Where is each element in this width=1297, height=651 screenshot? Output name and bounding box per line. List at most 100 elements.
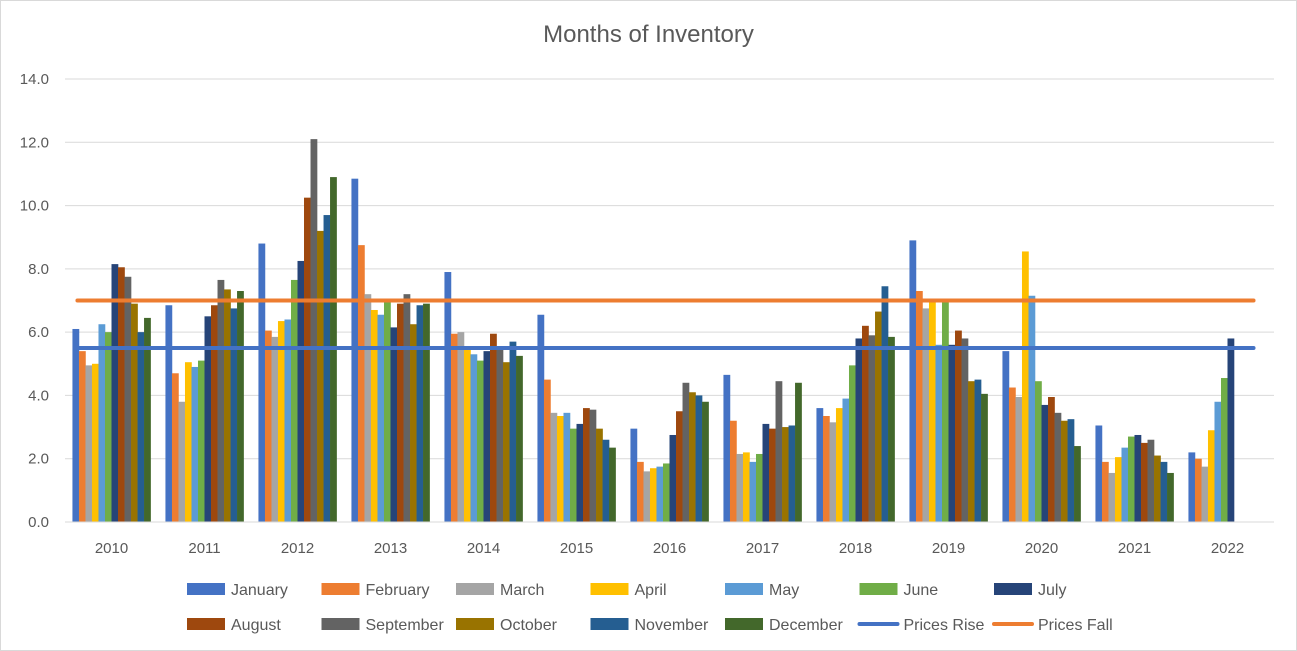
bar-june-2016 bbox=[662, 463, 670, 522]
bar-july-2020 bbox=[1041, 404, 1049, 522]
legend-label: March bbox=[500, 582, 544, 599]
y-tick-label: 14.0 bbox=[20, 71, 49, 88]
bar-april-2021 bbox=[1114, 457, 1122, 522]
bar-february-2010 bbox=[78, 351, 86, 522]
bar-february-2017 bbox=[729, 420, 737, 522]
bar-september-2013 bbox=[403, 294, 411, 522]
bar-february-2013 bbox=[357, 245, 365, 523]
bar-july-2014 bbox=[483, 351, 491, 522]
bar-september-2020 bbox=[1054, 412, 1062, 522]
bar-august-2010 bbox=[118, 267, 125, 522]
bar-june-2018 bbox=[848, 365, 856, 522]
y-tick-label: 0.0 bbox=[28, 514, 49, 531]
bar-august-2018 bbox=[862, 325, 869, 522]
legend-label: August bbox=[231, 617, 281, 634]
bar-june-2015 bbox=[569, 428, 577, 522]
bar-may-2016 bbox=[656, 466, 664, 523]
bar-april-2019 bbox=[928, 300, 936, 522]
bar-september-2018 bbox=[868, 335, 876, 522]
bar-august-2013 bbox=[397, 303, 404, 522]
legend-swatch bbox=[859, 583, 898, 595]
x-tick-label: 2012 bbox=[281, 540, 314, 557]
legend-label: April bbox=[635, 582, 667, 599]
bar-february-2014 bbox=[450, 333, 458, 522]
bar-january-2020 bbox=[1002, 351, 1010, 522]
bar-december-2016 bbox=[702, 401, 709, 522]
bar-march-2018 bbox=[829, 422, 837, 522]
bar-march-2015 bbox=[550, 412, 558, 522]
bar-april-2020 bbox=[1021, 251, 1029, 522]
bar-august-2011 bbox=[211, 305, 218, 522]
bar-october-2019 bbox=[968, 381, 975, 522]
bar-march-2020 bbox=[1015, 397, 1023, 522]
bar-december-2020 bbox=[1074, 446, 1081, 522]
legend-label: May bbox=[769, 582, 799, 599]
bar-february-2018 bbox=[822, 416, 830, 522]
bar-october-2010 bbox=[131, 303, 138, 522]
bar-february-2015 bbox=[543, 379, 551, 522]
bar-april-2017 bbox=[742, 452, 750, 522]
chart-title: Months of Inventory bbox=[543, 21, 754, 48]
bar-march-2011 bbox=[178, 401, 186, 522]
bar-july-2019 bbox=[948, 344, 956, 522]
bar-may-2020 bbox=[1028, 295, 1036, 522]
bar-november-2019 bbox=[974, 379, 982, 522]
bar-june-2019 bbox=[941, 302, 949, 522]
bar-january-2022 bbox=[1188, 452, 1196, 522]
x-tick-label: 2016 bbox=[653, 540, 686, 557]
x-tick-label: 2021 bbox=[1118, 540, 1151, 557]
x-tick-label: 2017 bbox=[746, 540, 779, 557]
bar-august-2017 bbox=[769, 428, 776, 522]
bar-march-2021 bbox=[1108, 472, 1116, 522]
bar-may-2015 bbox=[563, 412, 571, 522]
legend-swatch bbox=[590, 583, 629, 595]
bar-november-2010 bbox=[137, 332, 145, 522]
x-tick-label: 2020 bbox=[1025, 540, 1058, 557]
x-tick-label: 2015 bbox=[560, 540, 593, 557]
bar-february-2019 bbox=[915, 291, 923, 522]
bar-january-2011 bbox=[165, 305, 173, 522]
legend-swatch bbox=[187, 618, 225, 630]
bar-january-2015 bbox=[537, 314, 545, 522]
bar-may-2019 bbox=[935, 344, 943, 522]
bar-march-2014 bbox=[457, 332, 465, 522]
bar-january-2010 bbox=[72, 328, 80, 522]
bar-november-2013 bbox=[416, 305, 424, 522]
legend-label: February bbox=[366, 582, 430, 599]
bar-march-2017 bbox=[736, 453, 744, 522]
legend-swatch bbox=[456, 583, 494, 595]
bar-may-2017 bbox=[749, 461, 757, 522]
bar-april-2010 bbox=[91, 363, 99, 522]
bar-november-2014 bbox=[509, 341, 517, 522]
bar-september-2016 bbox=[682, 382, 690, 522]
bar-november-2012 bbox=[323, 215, 331, 522]
bar-february-2022 bbox=[1194, 458, 1202, 522]
legend-label: Prices Rise bbox=[904, 617, 985, 634]
bar-march-2016 bbox=[643, 471, 651, 522]
bar-october-2017 bbox=[782, 427, 789, 522]
bar-may-2022 bbox=[1214, 401, 1222, 522]
bar-july-2022 bbox=[1227, 338, 1235, 522]
bar-april-2016 bbox=[649, 468, 657, 522]
legend-swatch bbox=[321, 618, 360, 630]
bar-october-2013 bbox=[410, 324, 417, 522]
bar-june-2017 bbox=[755, 453, 763, 522]
y-tick-label: 4.0 bbox=[28, 387, 49, 404]
bar-august-2016 bbox=[676, 411, 683, 522]
x-tick-label: 2011 bbox=[188, 540, 220, 557]
bar-august-2021 bbox=[1141, 442, 1148, 522]
x-tick-label: 2013 bbox=[374, 540, 407, 557]
bar-november-2021 bbox=[1160, 461, 1168, 522]
bar-june-2013 bbox=[383, 302, 391, 522]
bar-february-2016 bbox=[636, 461, 644, 522]
bar-april-2012 bbox=[277, 321, 285, 522]
bar-september-2011 bbox=[217, 279, 225, 522]
bar-june-2011 bbox=[197, 360, 205, 522]
bar-october-2016 bbox=[689, 392, 696, 522]
bar-august-2014 bbox=[490, 333, 497, 522]
bar-may-2013 bbox=[377, 314, 385, 522]
legend-swatch bbox=[590, 618, 629, 630]
bar-october-2015 bbox=[596, 428, 603, 522]
x-tick-label: 2022 bbox=[1211, 540, 1244, 557]
